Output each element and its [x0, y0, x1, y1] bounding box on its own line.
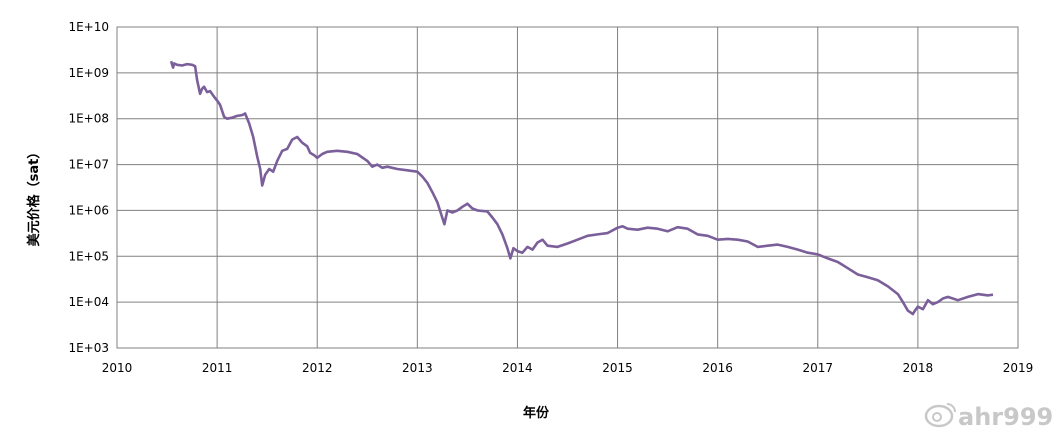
y-axis-ticks: 1E+03 1E+04 1E+05 1E+06 1E+07 1E+08 1E+09 1E+10: [68, 20, 109, 355]
x-axis-ticks: 2010 2011 2012 2013 2014 2015 2016 2017 2018 2019: [102, 361, 1034, 375]
y-tick-label: 1E+10: [68, 20, 109, 34]
y-tick-label: 1E+08: [68, 112, 109, 126]
grid: [117, 27, 1018, 348]
y-axis-title: 美元价格（sat）: [26, 146, 42, 247]
y-tick-label: 1E+09: [68, 66, 109, 80]
x-tick-label: 2013: [402, 361, 433, 375]
x-tick-label: 2014: [502, 361, 533, 375]
x-axis-title: 年份: [523, 405, 550, 421]
watermark-text: ahr999: [958, 403, 1053, 431]
x-tick-label: 2017: [803, 361, 834, 375]
x-tick-label: 2011: [202, 361, 233, 375]
watermark: ahr999: [924, 403, 1053, 431]
x-tick-label: 2018: [903, 361, 934, 375]
x-tick-label: 2010: [102, 361, 133, 375]
y-tick-label: 1E+05: [68, 249, 109, 263]
y-tick-label: 1E+04: [68, 295, 109, 309]
x-tick-label: 2015: [602, 361, 633, 375]
y-tick-label: 1E+07: [68, 158, 109, 172]
x-tick-label: 2016: [702, 361, 733, 375]
x-tick-label: 2019: [1003, 361, 1034, 375]
price-series-line: [169, 60, 994, 316]
weibo-icon: [924, 403, 956, 428]
plot-area: [116, 26, 1019, 349]
y-tick-label: 1E+06: [68, 203, 109, 217]
x-tick-label: 2012: [302, 361, 333, 375]
y-tick-label: 1E+03: [68, 341, 109, 355]
